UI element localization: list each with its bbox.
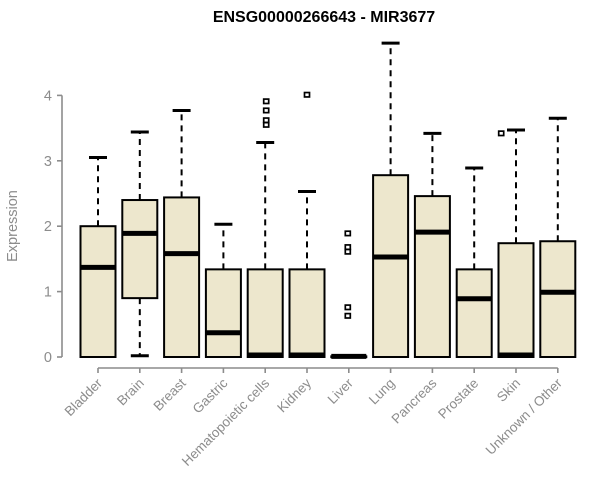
outlier-hematopoietic-cells-1 [262,107,270,114]
outlier-liver-0 [344,230,352,237]
iqr-box-prostate [455,268,493,359]
y-axis-label: Expression [5,190,21,262]
y-tick-label-2: 2 [44,219,52,235]
box-group-skin [497,128,535,358]
iqr-box-lung [372,174,410,358]
outlier-liver-4 [344,312,352,319]
y-tick-label-4: 4 [44,88,52,104]
x-tick-label-lung: Lung [366,376,398,408]
x-tick-label-pancreas: Pancreas [389,375,440,426]
box-group-lung [372,41,410,358]
box-group-breast [163,108,201,358]
box-group-liver [330,230,368,359]
iqr-box-skin [497,242,535,358]
iqr-box-brain [121,199,159,300]
outlier-hematopoietic-cells-0 [262,98,270,105]
iqr-box-pancreas [413,195,451,358]
iqr-box-hematopoietic-cells [246,268,284,359]
box-group-prostate [455,130,505,359]
outlier-kidney-0 [303,91,311,98]
x-tick-label-breast: Breast [151,375,189,413]
chart-title: ENSG00000266643 - MIR3677 [213,9,435,26]
x-tick-label-brain: Brain [114,376,147,409]
iqr-box-unknown-other [539,240,577,359]
x-tick-label-kidney: Kidney [274,375,314,415]
box-group-pancreas [413,131,451,358]
iqr-box-kidney [288,268,326,359]
box-group-kidney [288,91,326,359]
box-group-bladder [79,156,117,358]
x-tick-label-prostate: Prostate [435,376,481,422]
x-tick-label-liver: Liver [325,375,357,407]
outlier-hematopoietic-cells-3 [262,121,270,128]
y-tick-label-1: 1 [44,285,52,301]
box-group-unknown-other [539,116,577,359]
box-group-brain [121,130,159,358]
box-group-hematopoietic-cells [246,98,284,359]
outlier-liver-2 [344,248,352,255]
y-tick-label-3: 3 [44,154,52,170]
outlier-prostate-0 [497,130,505,137]
iqr-box-bladder [79,225,117,358]
box-group-gastric [204,222,242,359]
outlier-liver-3 [344,304,352,311]
x-tick-label-skin: Skin [494,376,523,405]
x-tick-label-gastric: Gastric [190,375,231,416]
x-tick-label-unknown-other: Unknown / Other [483,375,566,458]
iqr-box-breast [163,196,201,358]
y-tick-label-0: 0 [44,350,52,366]
x-tick-label-bladder: Bladder [62,375,106,419]
iqr-box-gastric [204,268,242,359]
